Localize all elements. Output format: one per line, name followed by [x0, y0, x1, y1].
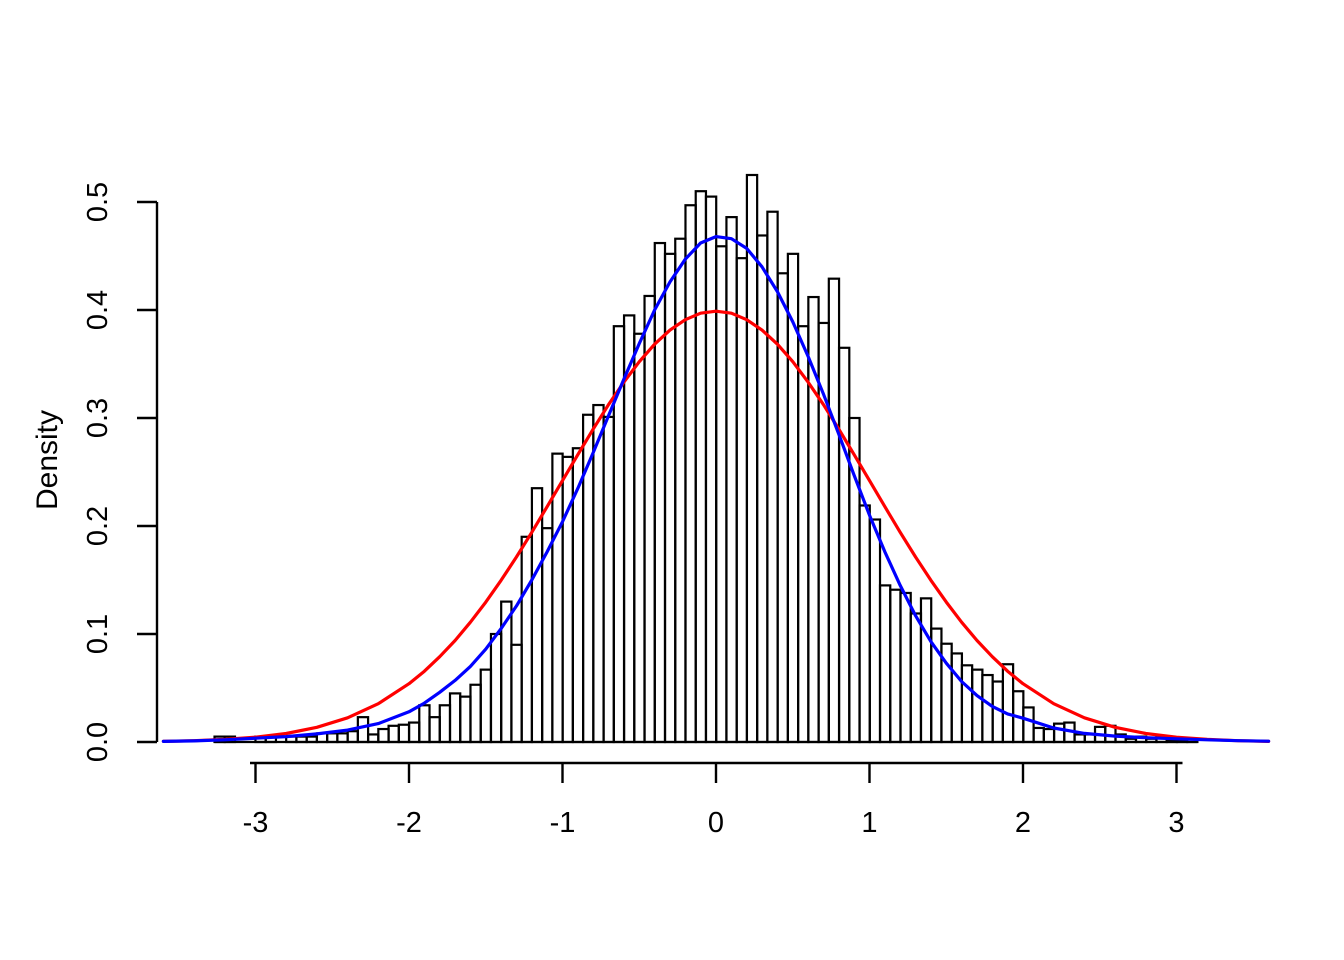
histogram-bar [305, 735, 319, 744]
y-tick-label: 0.1 [82, 614, 114, 654]
theoretical-normal-density-curve [161, 309, 1271, 744]
histogram-bar [633, 332, 646, 744]
histogram-bar [858, 504, 871, 744]
histogram-bar [868, 518, 882, 744]
histogram-bar [1073, 733, 1086, 744]
histogram-bar [1042, 727, 1056, 744]
histogram-bar [919, 597, 933, 744]
histogram-bar [899, 591, 912, 744]
histogram-bar [418, 704, 431, 744]
histogram-bar [704, 195, 718, 744]
histogram-bar [489, 632, 503, 744]
histogram-bar [735, 257, 749, 744]
y-axis-title: Density [31, 410, 64, 510]
histogram-bar [1032, 726, 1045, 744]
x-tick-label: 3 [1168, 807, 1184, 839]
histogram-bar [295, 735, 308, 744]
histogram-bar [602, 415, 615, 744]
histogram-bar [479, 668, 493, 744]
histogram-bar [725, 216, 738, 744]
histogram-bar [827, 277, 841, 744]
histogram-bar [756, 234, 769, 744]
histogram-bar [694, 190, 708, 744]
x-tick-label: -2 [396, 807, 422, 839]
histogram-bar [684, 204, 697, 744]
x-tick-label: 0 [708, 807, 724, 839]
histogram-bar [674, 237, 687, 744]
x-tick-label: 1 [861, 807, 877, 839]
histogram-bar [653, 241, 667, 744]
histogram-bar [397, 723, 411, 744]
histogram-bar [1022, 706, 1035, 744]
histogram-bar [971, 668, 984, 744]
histogram-bar [776, 272, 789, 744]
histogram-bar [950, 652, 964, 744]
histogram-bars [213, 173, 1199, 744]
histogram-bar [643, 294, 656, 744]
density-curves [161, 235, 1271, 744]
histogram-bar [715, 245, 728, 744]
histogram-bar [469, 683, 482, 744]
histogram-bar [356, 716, 370, 744]
histogram-bar [377, 727, 390, 744]
histogram-bar [459, 695, 472, 744]
histogram-bar [960, 664, 974, 744]
histogram-bar [520, 535, 534, 744]
histogram-bar [837, 346, 851, 744]
histogram-bar [346, 730, 359, 744]
histogram-bar [326, 732, 339, 744]
histogram-bar [797, 325, 810, 744]
histogram-bar [889, 588, 902, 744]
x-tick-label: 2 [1015, 807, 1031, 839]
kernel-density-estimate-curve [161, 235, 1271, 744]
histogram-bar [510, 643, 523, 744]
histogram-bar [981, 673, 994, 744]
histogram-bar [1124, 737, 1138, 744]
y-tick-label: 0.3 [82, 398, 114, 438]
x-tick-label: -1 [550, 807, 576, 839]
x-axis: -3 -2 -1 0 1 2 3 [243, 761, 1185, 839]
y-tick-label: 0.4 [82, 290, 114, 330]
histogram-bar [878, 584, 892, 744]
histogram-bar [336, 732, 349, 744]
histogram-bar [1052, 722, 1066, 744]
histogram-bar [387, 724, 400, 744]
y-tick-label: 0.2 [82, 506, 114, 546]
histogram-bar [366, 733, 380, 744]
histogram-bar [407, 721, 421, 744]
histogram-bar [909, 612, 923, 744]
histogram-bar [438, 704, 452, 744]
y-tick-label: 0.0 [82, 722, 114, 762]
x-tick-label: -3 [243, 807, 269, 839]
histogram-bar [428, 716, 441, 744]
y-axis: 0.0 0.1 0.2 0.3 0.4 0.5 [82, 182, 159, 762]
histogram-bar [592, 403, 605, 744]
y-tick-label: 0.5 [82, 182, 114, 222]
histogram-bar [448, 692, 462, 744]
